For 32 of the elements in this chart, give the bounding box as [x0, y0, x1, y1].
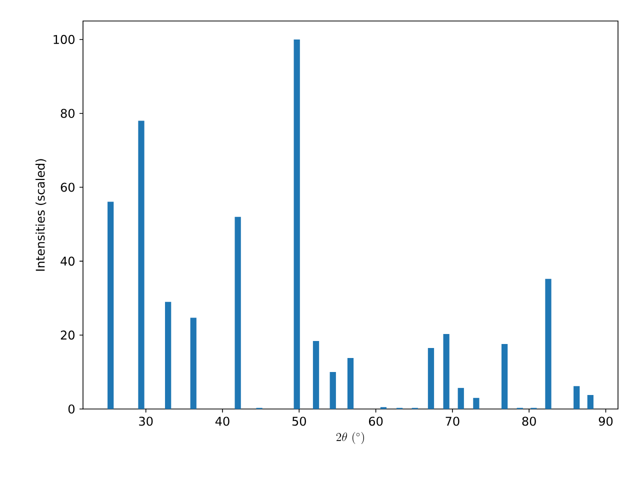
y-tick-label: 100 — [54, 34, 74, 44]
bar — [330, 372, 336, 409]
bar — [108, 202, 114, 409]
y-axis-title: Intensities (scaled) — [36, 159, 46, 271]
y-tick-label: 0 — [68, 404, 75, 414]
x-tick-label: 60 — [368, 416, 383, 426]
bar — [502, 344, 508, 409]
bar — [443, 334, 450, 409]
bar — [234, 216, 241, 409]
bar — [294, 39, 300, 409]
y-tick-label: 20 — [60, 330, 74, 340]
bar — [138, 120, 144, 409]
x-tick-label: 80 — [522, 416, 536, 426]
bar — [347, 358, 354, 409]
bar — [458, 388, 464, 409]
bar — [165, 302, 172, 409]
y-tick-label: 60 — [60, 182, 74, 192]
bar — [587, 394, 594, 409]
x-axis-title: $2\theta\ (^{\circ})$ — [336, 432, 364, 444]
x-tick-label: 70 — [446, 416, 460, 426]
y-tick-label: 40 — [60, 256, 74, 266]
bar — [190, 318, 196, 409]
x-tick-label: 30 — [139, 416, 153, 426]
bar — [312, 341, 320, 409]
bar — [428, 348, 434, 409]
x-tick-label: 40 — [215, 416, 230, 426]
x-tick-label: 90 — [598, 416, 613, 426]
bar — [545, 278, 552, 409]
bar — [473, 398, 480, 409]
x-tick-label: 50 — [292, 416, 306, 426]
y-tick-label: 80 — [60, 108, 74, 118]
bar — [574, 386, 580, 409]
